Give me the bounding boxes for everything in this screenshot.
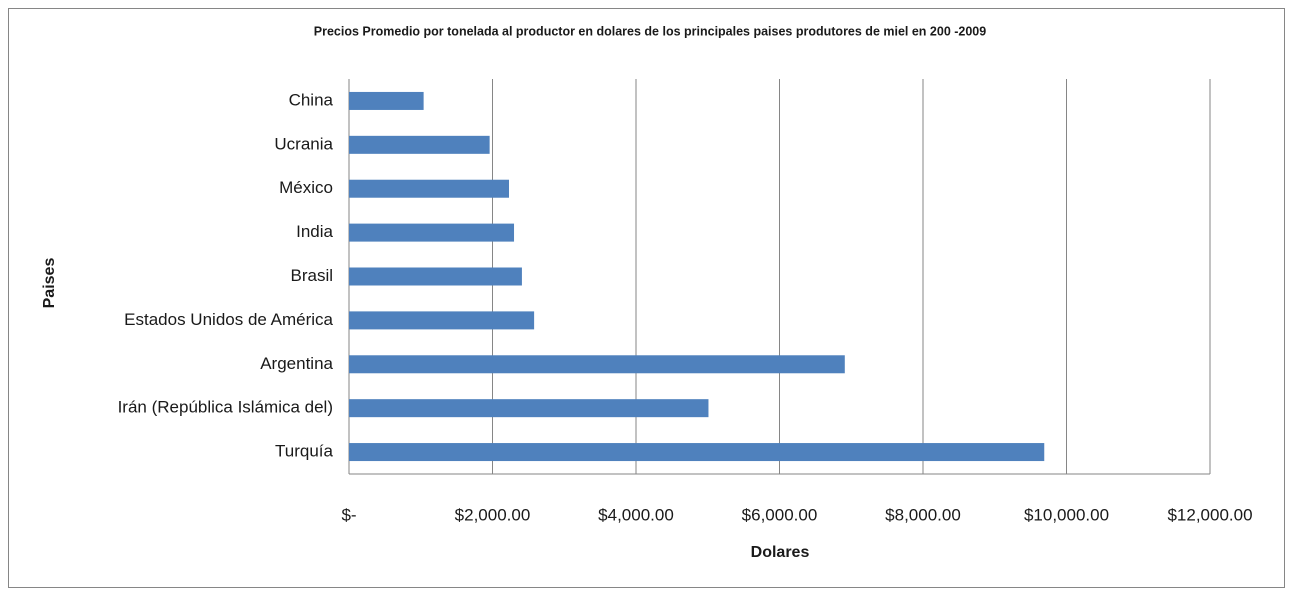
x-tick-label: $4,000.00 [598,505,674,524]
y-tick-label: Turquía [275,442,334,461]
chart-border [8,8,1285,588]
y-tick-label: Ucrania [274,134,333,153]
x-tick-label: $6,000.00 [742,505,818,524]
y-tick-label: Irán (República Islámica del) [118,398,333,417]
x-tick-label: $10,000.00 [1024,505,1109,524]
bar [349,355,845,374]
y-tick-label: México [279,178,333,197]
x-tick-label: $2,000.00 [455,505,531,524]
bar [349,223,515,242]
bar [349,399,709,418]
y-tick-label: Brasil [290,266,333,285]
y-tick-label: India [296,222,333,241]
x-tick-label: $12,000.00 [1167,505,1252,524]
bar [349,311,535,330]
bar [349,443,1045,462]
bar [349,179,510,198]
bar [349,135,490,154]
bar [349,267,522,286]
y-tick-label: China [289,90,334,109]
x-tick-label: $- [341,505,356,524]
chart-title: Precios Promedio por tonelada al product… [314,24,986,38]
y-tick-label: Estados Unidos de América [124,310,333,329]
y-tick-label: Argentina [260,354,333,373]
x-axis-label: Dolares [751,544,810,561]
bar [349,91,424,110]
x-tick-label: $8,000.00 [885,505,961,524]
y-axis-label: Paises [41,258,58,309]
